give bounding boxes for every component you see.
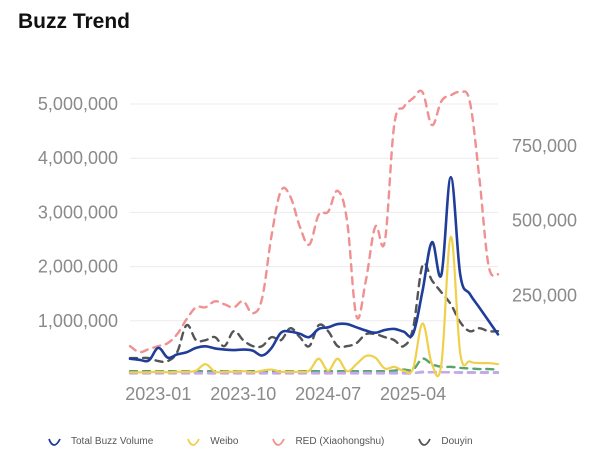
x-tick-label: 2023-10	[210, 384, 276, 404]
legend-item: Total Buzz Volume	[48, 436, 153, 447]
legend-item: Douyin	[418, 436, 473, 447]
chart-legend: Total Buzz Volume Weibo RED (Xiaohongshu) D…	[48, 436, 507, 447]
x-tick-label: 2023-01	[125, 384, 191, 404]
legend-item: Weibo	[187, 436, 238, 447]
legend-label: Total Buzz Volume	[71, 436, 154, 447]
series-line-douyin	[128, 262, 500, 364]
legend-item: RED (Xiaohongshu)	[272, 436, 384, 447]
series-line-total-buzz-volume	[128, 175, 500, 363]
legend-swatch-icon	[187, 438, 201, 446]
series-line-weibo	[128, 235, 500, 378]
series-lines	[128, 89, 500, 378]
right-axis-ticks: 250,000 500,000 750,000	[512, 136, 577, 305]
x-tick-label: 2025-04	[380, 384, 446, 404]
legend-swatch-icon	[48, 438, 61, 446]
left-tick-label: 2,000,000	[38, 257, 118, 277]
right-tick-label: 250,000	[512, 285, 577, 305]
right-tick-label: 500,000	[512, 211, 577, 231]
x-tick-label: 2024-07	[295, 384, 361, 404]
legend-label: Weibo	[210, 436, 239, 447]
series-line-other-4	[128, 357, 500, 373]
right-tick-label: 750,000	[512, 136, 577, 156]
left-tick-label: 4,000,000	[38, 148, 118, 168]
left-axis-ticks: 1,000,000 2,000,000 3,000,000 4,000,000 5,00…	[38, 94, 118, 331]
chart-title: Buzz Trend	[18, 10, 131, 33]
series-line-red-xiaohongshu	[128, 89, 500, 354]
series-line-other-6	[128, 370, 500, 375]
left-tick-label: 1,000,000	[38, 311, 118, 331]
legend-label: RED (Xiaohongshu)	[295, 436, 385, 447]
legend-swatch-icon	[418, 438, 432, 446]
legend-label: Douyin	[441, 436, 473, 447]
legend-swatch-icon	[272, 438, 286, 446]
left-tick-label: 3,000,000	[38, 202, 118, 222]
x-axis-ticks: 2023-01 2023-10 2024-07 2025-04	[125, 384, 446, 404]
left-tick-label: 5,000,000	[38, 94, 118, 114]
grid-lines	[130, 103, 498, 322]
